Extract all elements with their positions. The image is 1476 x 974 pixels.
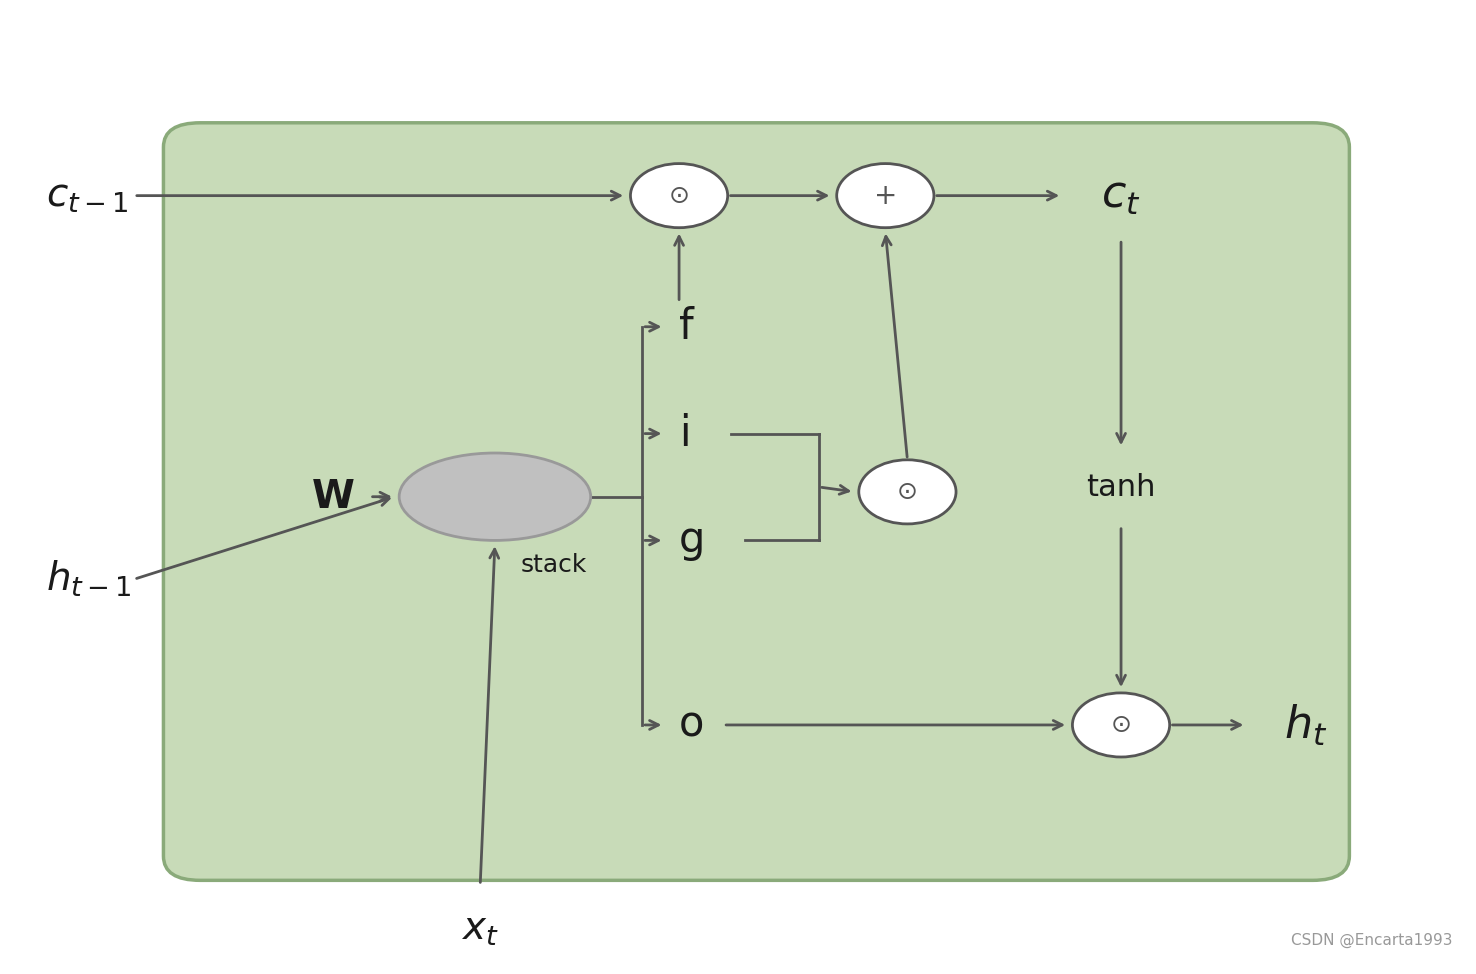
Text: i: i xyxy=(679,413,691,455)
Text: +: + xyxy=(874,181,897,209)
Text: $h_t$: $h_t$ xyxy=(1284,702,1327,748)
Circle shape xyxy=(837,164,934,228)
Text: ⊙: ⊙ xyxy=(1110,713,1132,737)
Text: $c_{t-1}$: $c_{t-1}$ xyxy=(46,176,128,214)
Text: $h_{t-1}$: $h_{t-1}$ xyxy=(46,559,131,599)
Text: $c_t$: $c_t$ xyxy=(1101,174,1141,217)
Text: o: o xyxy=(679,704,704,746)
Ellipse shape xyxy=(399,453,590,541)
Text: ⊙: ⊙ xyxy=(669,184,689,207)
Circle shape xyxy=(859,460,956,524)
Circle shape xyxy=(1073,693,1169,757)
Text: g: g xyxy=(679,519,706,561)
FancyBboxPatch shape xyxy=(164,123,1349,880)
Text: f: f xyxy=(679,306,694,348)
Text: ⊙: ⊙ xyxy=(897,480,918,504)
Text: W: W xyxy=(311,477,354,515)
Text: stack: stack xyxy=(521,552,587,577)
Text: $x_t$: $x_t$ xyxy=(462,910,499,948)
Circle shape xyxy=(630,164,728,228)
Text: CSDN @Encarta1993: CSDN @Encarta1993 xyxy=(1292,933,1452,949)
Text: tanh: tanh xyxy=(1086,472,1156,502)
